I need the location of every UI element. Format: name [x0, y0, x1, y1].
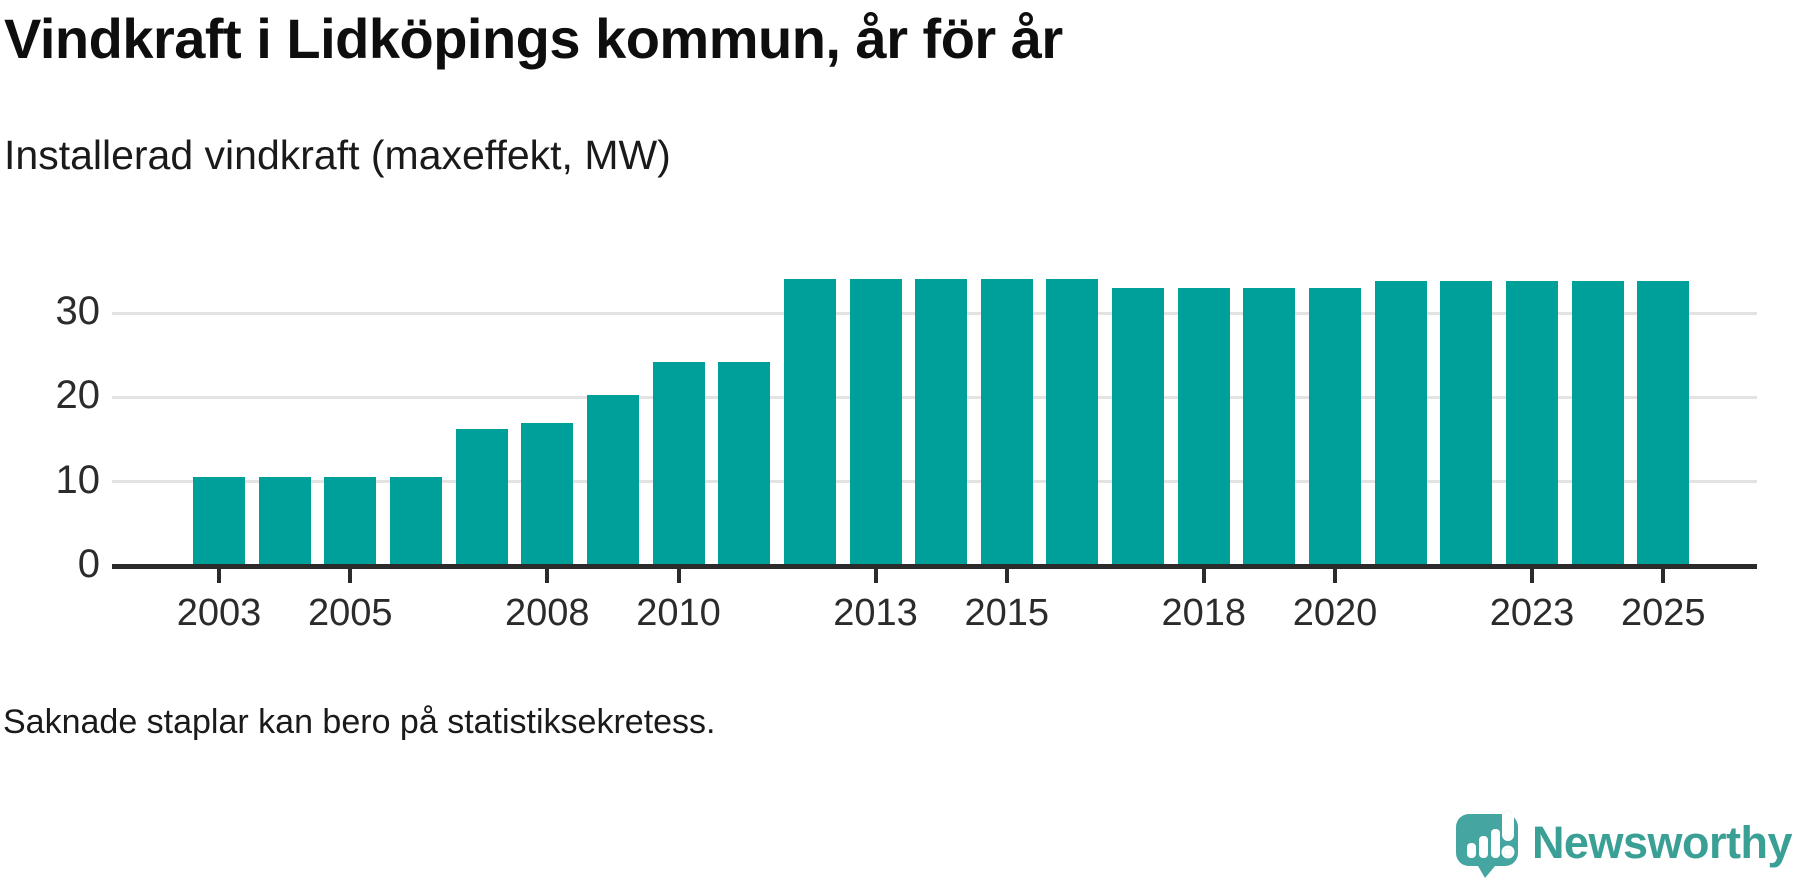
- x-tick-2015: [1004, 569, 1009, 583]
- y-axis-label-10: 10: [55, 457, 101, 502]
- chart-subtitle: Installerad vindkraft (maxeffekt, MW): [4, 132, 671, 178]
- bar-2008: [521, 422, 574, 566]
- x-axis-label-2008: 2008: [504, 592, 590, 634]
- x-axis-label-2023: 2023: [1489, 592, 1575, 634]
- bar-2011: [718, 361, 771, 566]
- x-axis-line: [112, 564, 1757, 569]
- x-tick-2025: [1661, 569, 1666, 583]
- bar-2019: [1243, 287, 1296, 566]
- footnote: Saknade staplar kan bero på statistiksek…: [3, 703, 716, 741]
- bar-2005: [324, 476, 377, 566]
- x-tick-2013: [873, 569, 878, 583]
- x-axis-label-2010: 2010: [636, 592, 721, 634]
- bar-2013: [849, 279, 902, 566]
- brand-logo: Newsworthy: [1455, 808, 1793, 878]
- bar-2003: [193, 476, 245, 566]
- x-tick-2010: [676, 569, 681, 583]
- x-tick-2020: [1333, 569, 1338, 583]
- bar-2022: [1440, 281, 1493, 566]
- x-tick-2003: [217, 569, 221, 583]
- bar-2016: [1046, 279, 1099, 566]
- speech-bubble-bar-chart-exclamation-icon: [1455, 808, 1518, 878]
- x-axis-label-2020: 2020: [1292, 592, 1378, 634]
- x-tick-2018: [1201, 569, 1206, 583]
- bar-2023: [1506, 281, 1558, 566]
- bar-2014: [915, 279, 968, 566]
- bar-2015: [980, 279, 1033, 566]
- bar-2004: [258, 476, 311, 566]
- bar-2012: [783, 279, 836, 566]
- bar-2007: [455, 428, 508, 566]
- x-tick-2008: [545, 569, 550, 583]
- bar-2025: [1637, 281, 1690, 566]
- bar-2024: [1571, 281, 1624, 566]
- x-axis-label-2005: 2005: [308, 592, 393, 634]
- chart-title: Vindkraft i Lidköpings kommun, år för år: [4, 7, 1063, 70]
- bar-2010: [652, 361, 705, 566]
- bar-2021: [1374, 281, 1427, 566]
- x-axis-label-2013: 2013: [833, 592, 918, 634]
- y-axis-label-0: 0: [77, 542, 100, 586]
- x-axis-label-2003: 2003: [176, 592, 262, 634]
- y-axis-label-30: 30: [55, 289, 101, 334]
- bar-2017: [1112, 287, 1165, 566]
- brand-wordmark: Newsworthy: [1531, 817, 1793, 868]
- x-axis-label-2025: 2025: [1621, 592, 1706, 634]
- x-tick-2005: [348, 569, 353, 583]
- bar-2020: [1309, 287, 1362, 566]
- bar-2009: [586, 394, 639, 566]
- bar-2018: [1177, 287, 1230, 566]
- x-tick-2023: [1530, 569, 1534, 583]
- y-axis-label-20: 20: [55, 373, 101, 418]
- x-axis-label-2018: 2018: [1161, 592, 1247, 634]
- x-axis-label-2015: 2015: [964, 592, 1050, 634]
- bar-2006: [389, 476, 442, 566]
